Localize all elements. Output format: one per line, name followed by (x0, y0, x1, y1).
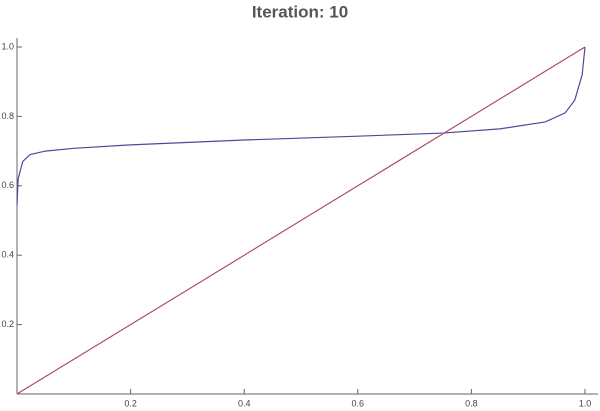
y-tick-label: 1.0 (1, 41, 14, 51)
y-tick-label: 0.4 (1, 250, 14, 260)
series-line (16, 46, 586, 395)
x-tick-label: 0.2 (124, 398, 137, 408)
x-tick-label: 1.0 (579, 398, 592, 408)
x-tick-label: 0.6 (352, 398, 365, 408)
chart-title: Iteration: 10 (252, 2, 348, 21)
x-tick-label: 0.4 (238, 398, 251, 408)
y-tick-label: 0.8 (1, 111, 14, 121)
y-tick-label: 0.6 (1, 180, 14, 190)
series-line (16, 46, 586, 205)
x-tick-label: 0.8 (465, 398, 478, 408)
y-tick-label: 0.2 (1, 319, 14, 329)
